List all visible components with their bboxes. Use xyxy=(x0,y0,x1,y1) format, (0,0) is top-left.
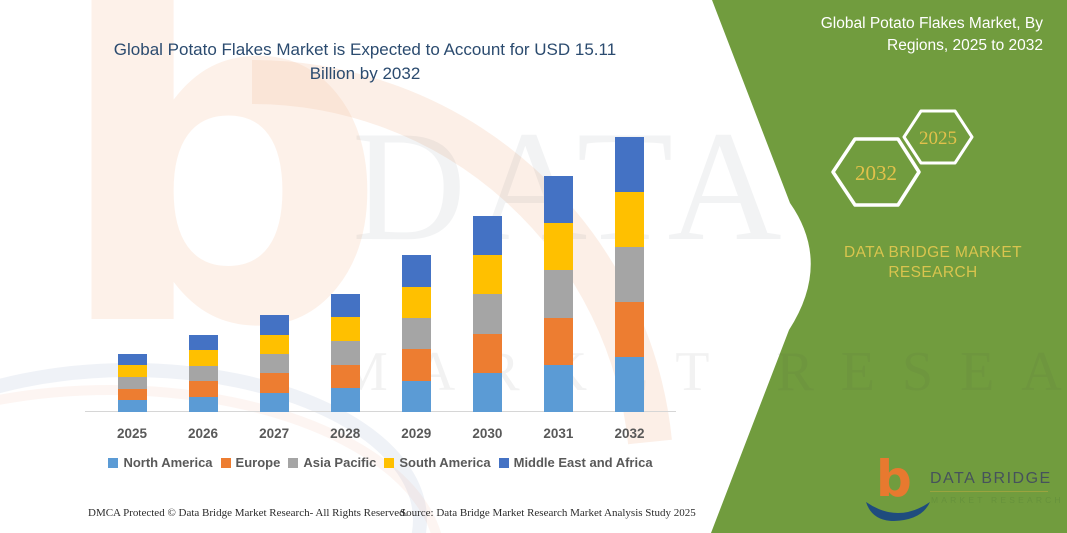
bar-segment xyxy=(117,365,147,378)
bar-segment xyxy=(401,380,431,412)
legend-label: Asia Pacific xyxy=(303,455,377,470)
side-panel-shape xyxy=(711,0,1067,533)
bar-segment xyxy=(330,317,360,341)
bar-segment xyxy=(543,317,573,365)
bar-segment xyxy=(472,333,502,373)
bar-segment xyxy=(614,191,644,247)
bar-segment xyxy=(188,365,218,382)
bar-segment xyxy=(472,294,502,334)
bar-segment xyxy=(188,334,218,351)
bar-segment xyxy=(543,270,573,318)
legend-swatch-icon xyxy=(220,457,231,468)
x-axis-label: 2030 xyxy=(472,426,503,441)
watermark-pink-ellipse xyxy=(0,385,441,533)
bar-segment xyxy=(259,392,289,412)
bar-segment xyxy=(472,372,502,412)
footer-dmca-text: DMCA Protected © Data Bridge Market Rese… xyxy=(88,507,408,519)
legend-swatch-icon xyxy=(498,457,509,468)
bar-segment xyxy=(614,301,644,357)
x-axis-label: 2031 xyxy=(543,426,574,441)
panel-title: Global Potato Flakes Market, By Regions,… xyxy=(820,15,1043,54)
legend-label: Europe xyxy=(235,455,281,470)
bar-segment xyxy=(614,356,644,412)
bar-segment xyxy=(401,318,431,350)
x-axis-label: 2027 xyxy=(259,426,290,441)
legend-item: Asia Pacific xyxy=(288,455,376,470)
bar-segment xyxy=(117,377,147,389)
logo-brand-text: DATA BRIDGE xyxy=(930,470,1050,492)
logo-sub-text: MARKET RESEARCH xyxy=(931,495,1064,505)
x-axis-label: 2026 xyxy=(188,426,219,441)
x-axis-label: 2029 xyxy=(401,426,432,441)
bar-segment xyxy=(188,350,218,366)
footer-source-text: Source: Data Bridge Market Research Mark… xyxy=(400,507,696,519)
legend-item: South America xyxy=(384,455,491,470)
bar-segment xyxy=(614,136,644,192)
legend-item: North America xyxy=(108,455,213,470)
x-axis-label: 2028 xyxy=(330,426,361,441)
legend-swatch-icon xyxy=(384,457,395,468)
x-axis-label: 2032 xyxy=(614,426,645,441)
bar-segment xyxy=(330,388,360,412)
legend-swatch-icon xyxy=(288,457,299,468)
logo-b-icon: b xyxy=(876,450,912,508)
legend-label: South America xyxy=(399,455,491,470)
bar-segment xyxy=(543,176,573,224)
legend-item: Middle East and Africa xyxy=(498,455,653,470)
panel-brand-name: DATA BRIDGE MARKET RESEARCH xyxy=(843,244,1022,281)
bar-segment xyxy=(472,216,502,256)
bar-segment xyxy=(117,400,147,412)
hexagon-2032-label: 2032 xyxy=(855,161,897,185)
bar-segment xyxy=(401,255,431,287)
company-logo: b DATA BRIDGE MARKET RESEARCH xyxy=(858,454,1064,524)
legend-label: North America xyxy=(123,455,213,470)
bar-segment xyxy=(401,349,431,381)
chart-title: Global Potato Flakes Market is Expected … xyxy=(113,40,617,83)
bar-segment xyxy=(472,255,502,295)
hexagon-2025-icon xyxy=(902,109,974,165)
bar-segment xyxy=(543,223,573,271)
bar-segment xyxy=(543,364,573,412)
bar-segment xyxy=(259,334,289,355)
bar-segment xyxy=(401,286,431,318)
bar-segment xyxy=(188,396,218,412)
logo-swoosh-icon xyxy=(866,502,930,521)
x-axis-line xyxy=(85,411,676,412)
bar-segment xyxy=(259,373,289,393)
bar-segment xyxy=(330,340,360,365)
bar-segment xyxy=(117,353,147,366)
hexagon-2025-label: 2025 xyxy=(919,128,957,149)
bar-segment xyxy=(330,293,360,318)
bar-segment xyxy=(259,354,289,374)
legend-item: Europe xyxy=(220,455,281,470)
chart-plot-area: 2025 2026 2027 2028 2029 2030 2031 2032 xyxy=(85,120,676,441)
bar-segment xyxy=(330,364,360,389)
watermark-text-line2: MARKET RESEARCH xyxy=(338,341,1067,403)
bar-segment xyxy=(259,315,289,335)
bar-segment xyxy=(117,388,147,401)
x-axis-label: 2025 xyxy=(116,426,148,441)
hexagon-2032-icon xyxy=(831,137,921,207)
bar-segment xyxy=(188,381,218,397)
bar-segment xyxy=(614,246,644,302)
chart-legend: North America Europe Asia Pacific South Ame… xyxy=(85,455,676,470)
legend-swatch-icon xyxy=(108,457,119,468)
legend-label: Middle East and Africa xyxy=(513,455,653,470)
